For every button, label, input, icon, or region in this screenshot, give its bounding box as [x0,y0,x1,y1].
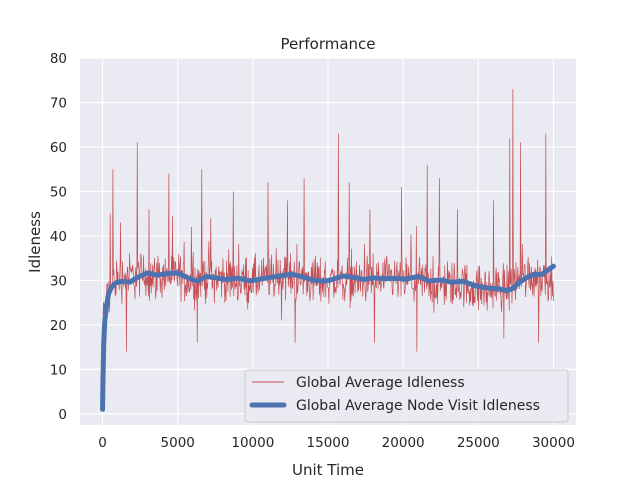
y-tick-label: 0 [58,407,67,423]
x-tick-label: 15000 [307,435,350,451]
x-axis-label: Unit Time [292,461,364,479]
series-layer [100,89,556,412]
y-tick-label: 80 [50,51,67,67]
x-tick-label: 30000 [532,435,575,451]
chart-title: Performance [280,35,375,53]
y-tick-label: 50 [50,184,67,200]
series-line-visit-idleness [100,263,556,412]
legend-label-visit-idleness: Global Average Node Visit Idleness [296,398,540,414]
y-tick-label: 10 [50,362,67,378]
x-tick-label: 10000 [231,435,274,451]
y-tick-label: 70 [50,95,67,111]
y-tick-label: 30 [50,273,67,289]
x-axis-ticks: 0 5000 10000 15000 20000 25000 30000 [98,435,575,451]
x-tick-label: 5000 [161,435,195,451]
y-tick-label: 60 [50,140,67,156]
x-tick-label: 25000 [457,435,500,451]
legend: Global Average Idleness Global Average N… [244,369,569,423]
y-axis-ticks: 0 10 20 30 40 50 60 70 80 [50,51,67,423]
x-tick-label: 0 [98,435,107,451]
y-tick-label: 20 [50,318,67,334]
x-tick-label: 20000 [382,435,425,451]
legend-label-idleness: Global Average Idleness [296,375,465,391]
y-axis-label: Idleness [26,211,44,273]
y-tick-label: 40 [50,229,67,245]
legend-box [244,369,569,423]
